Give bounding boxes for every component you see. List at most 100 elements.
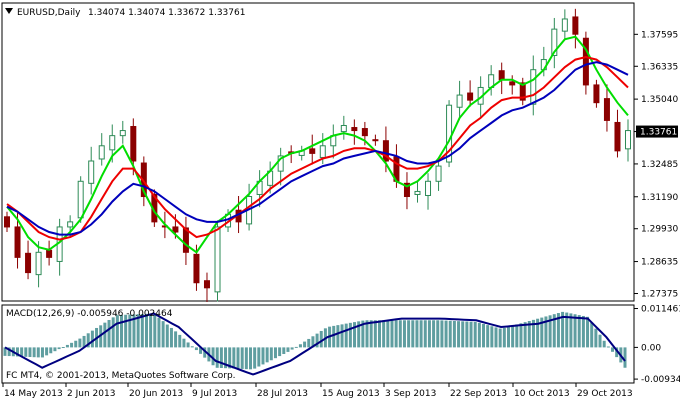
- macd-bar: [319, 330, 323, 348]
- macd-bar: [365, 320, 369, 348]
- macd-bar: [78, 338, 82, 348]
- macd-bar: [165, 324, 169, 348]
- macd-bar: [215, 347, 219, 368]
- macd-bar: [132, 314, 136, 348]
- candle: [214, 220, 221, 302]
- macd-bar: [353, 322, 357, 348]
- macd-bar: [332, 325, 336, 348]
- macd-bar: [502, 327, 506, 348]
- macd-bar: [590, 322, 594, 348]
- candle: [530, 55, 537, 116]
- macd-bar: [232, 347, 236, 369]
- macd-bar: [311, 336, 315, 348]
- candle: [603, 84, 610, 132]
- macd-tick-label: -0.009349: [641, 375, 680, 385]
- macd-bar: [7, 347, 11, 357]
- macd-bar: [53, 347, 57, 352]
- macd-bar: [3, 347, 7, 356]
- macd-bar: [249, 347, 253, 370]
- macd-bar: [57, 347, 61, 350]
- macd-bar: [336, 325, 340, 348]
- macd-bar: [174, 331, 178, 348]
- macd-bar: [440, 320, 444, 348]
- macd-bar: [269, 347, 273, 361]
- macd-bar: [611, 347, 615, 352]
- current-price-marker: 1.33761: [636, 125, 678, 138]
- macd-bar: [178, 334, 182, 348]
- macd-bar: [82, 335, 86, 348]
- macd-bar: [128, 314, 132, 348]
- macd-bar: [28, 347, 32, 358]
- macd-bar: [103, 322, 107, 348]
- macd-bar: [90, 330, 94, 348]
- candle: [277, 147, 284, 186]
- macd-bar: [515, 324, 519, 348]
- macd-bar: [169, 327, 173, 348]
- macd-bar: [361, 320, 365, 348]
- macd-bar: [344, 323, 348, 348]
- macd-bar: [278, 347, 282, 357]
- macd-bar: [86, 333, 90, 348]
- macd-bar: [473, 321, 477, 348]
- macd-tick-label: 0.00: [641, 343, 661, 353]
- macd-bar: [448, 320, 452, 348]
- candle: [551, 17, 558, 69]
- macd-bar: [303, 341, 307, 348]
- macd-bar: [615, 347, 619, 358]
- macd-bar: [282, 347, 286, 354]
- macd-bar: [140, 314, 144, 348]
- macd-bar: [161, 321, 165, 348]
- macd-bar: [482, 323, 486, 348]
- macd-bar: [61, 347, 65, 349]
- macd-bar: [153, 314, 157, 348]
- chart-dropdown-icon[interactable]: [5, 8, 13, 14]
- macd-bar: [415, 320, 419, 348]
- macd-bar: [461, 321, 465, 348]
- macd-bar: [573, 314, 577, 348]
- candle: [561, 9, 568, 40]
- macd-bar: [348, 322, 352, 348]
- macd-bar: [32, 347, 36, 358]
- macd-bar: [407, 320, 411, 348]
- candle: [351, 119, 358, 145]
- macd-bar: [290, 347, 294, 350]
- macd-bar: [24, 347, 28, 357]
- current-price-label: 1.33761: [640, 128, 677, 138]
- candle: [35, 241, 42, 288]
- ohlc-label: 1.34074 1.34074 1.33672 1.33761: [88, 8, 245, 18]
- macd-tick-label: 0.011461: [641, 305, 680, 315]
- ma_mid-line: [6, 55, 629, 241]
- candle: [372, 134, 379, 146]
- macd-bar: [228, 347, 232, 369]
- macd-bar: [211, 347, 215, 366]
- macd-bar: [386, 320, 390, 348]
- macd-bar: [182, 338, 186, 348]
- macd-bar: [556, 313, 560, 348]
- candle: [582, 31, 589, 95]
- macd-bar: [219, 347, 223, 368]
- macd-bar: [523, 322, 527, 348]
- macd-bar: [15, 347, 19, 357]
- macd-bar: [253, 347, 257, 369]
- macd-bar: [402, 320, 406, 348]
- macd-bar: [307, 338, 311, 348]
- macd-bar: [552, 314, 556, 348]
- candle: [14, 212, 21, 269]
- macd-bar: [423, 320, 427, 348]
- macd-bar: [340, 324, 344, 348]
- macd-bar: [298, 344, 302, 348]
- macd-bar: [315, 333, 319, 348]
- macd-bar: [594, 328, 598, 348]
- candle: [467, 80, 474, 107]
- macd-bar: [369, 320, 373, 348]
- macd-bar: [427, 320, 431, 348]
- macd-bar: [465, 321, 469, 348]
- macd-bar: [286, 347, 290, 352]
- macd-bar: [486, 325, 490, 348]
- time-tick-label: 29 Oct 2013: [577, 389, 633, 399]
- macd-bar: [540, 317, 544, 348]
- macd-bar: [115, 315, 119, 348]
- macd-bar: [398, 320, 402, 348]
